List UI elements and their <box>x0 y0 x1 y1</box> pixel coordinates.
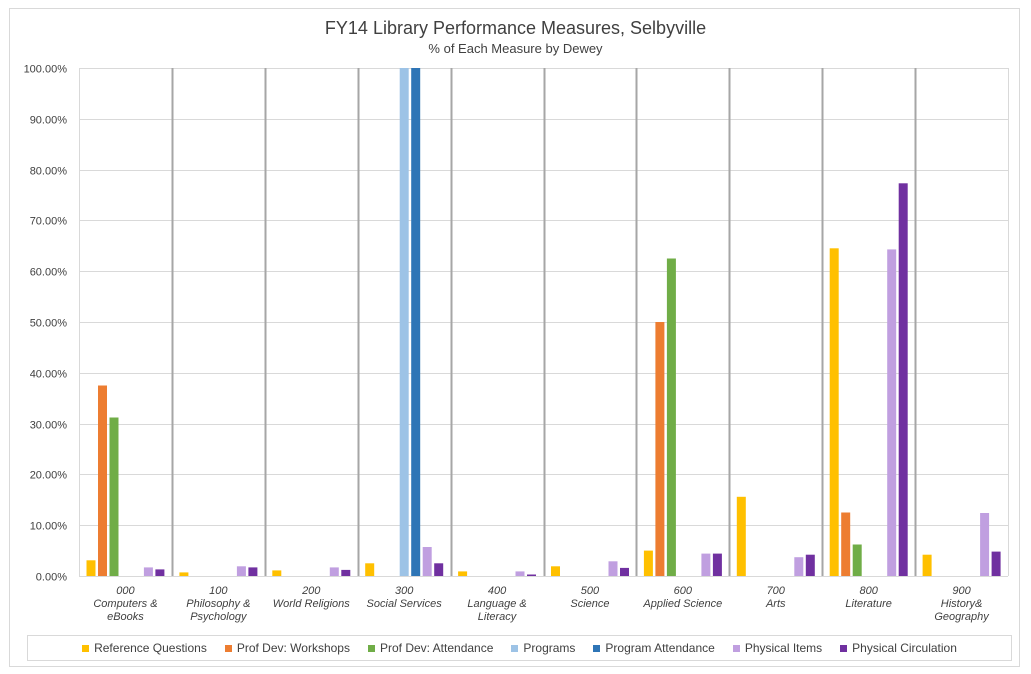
bar <box>991 551 1001 576</box>
legend: Reference Questions Prof Dev: Workshops Pr… <box>27 635 1012 661</box>
y-tick-label: 60.00% <box>30 267 68 279</box>
y-tick-label: 90.00% <box>30 115 68 127</box>
bar <box>887 249 897 576</box>
y-tick-label: 70.00% <box>30 216 68 228</box>
bar <box>143 567 153 576</box>
legend-item: Prof Dev: Workshops <box>224 641 350 655</box>
x-tick-label: Language & <box>467 598 526 610</box>
bar <box>551 566 560 576</box>
x-tick-label: Literacy <box>478 611 518 623</box>
bar <box>980 513 990 576</box>
bar <box>655 322 665 576</box>
bar <box>86 560 96 576</box>
x-tick-label: Arts <box>765 598 786 610</box>
legend-label: Prof Dev: Attendance <box>379 641 494 655</box>
x-tick-label: Computers & <box>93 598 157 610</box>
chart-title: FY14 Library Performance Measures, Selby… <box>324 18 707 38</box>
legend-label: Physical Circulation <box>852 641 957 655</box>
x-tick-label: 900 <box>952 585 971 597</box>
x-tick-label: Philosophy & <box>186 598 250 610</box>
bar <box>458 571 468 576</box>
bar <box>527 574 536 576</box>
bar <box>329 567 339 576</box>
y-tick-label: 20.00% <box>30 470 68 482</box>
legend-swatch <box>367 644 375 652</box>
bar <box>620 567 629 576</box>
bar <box>434 563 444 576</box>
legend-label: Reference Questions <box>94 641 207 655</box>
x-tick-label: Geography <box>934 611 990 623</box>
legend-label: Prof Dev: Workshops <box>236 641 350 655</box>
bar <box>712 553 722 576</box>
bar <box>399 68 409 576</box>
bar <box>608 561 618 576</box>
x-tick-label: 200 <box>301 585 321 597</box>
chart-frame <box>9 8 1020 667</box>
x-tick-label: 600 <box>674 585 693 597</box>
bar <box>643 550 653 576</box>
legend-item: Programs <box>511 641 575 655</box>
legend-label: Programs <box>523 641 576 655</box>
legend-swatch <box>224 644 232 652</box>
y-tick-label: 50.00% <box>30 318 68 330</box>
chart-subtitle: % of Each Measure by Dewey <box>428 41 603 56</box>
y-tick-label: 40.00% <box>30 369 68 381</box>
bar <box>248 567 258 576</box>
x-tick-label: 300 <box>395 585 414 597</box>
x-tick-label: 400 <box>488 585 507 597</box>
bar <box>701 553 711 576</box>
bar <box>179 572 189 576</box>
x-tick-label: eBooks <box>107 611 144 623</box>
x-tick-label: Psychology <box>190 611 248 623</box>
y-tick-label: 0.00% <box>36 572 67 584</box>
legend-item: Prof Dev: Attendance <box>367 641 494 655</box>
bar <box>829 248 839 577</box>
x-tick-label: 100 <box>209 585 228 597</box>
legend-swatch <box>82 644 90 652</box>
legend-item: Reference Questions <box>82 641 207 655</box>
x-tick-label: 500 <box>581 585 600 597</box>
legend-swatch <box>840 644 848 652</box>
y-tick-label: 10.00% <box>30 521 68 533</box>
bar <box>805 554 815 576</box>
y-tick-label: 100.00% <box>24 64 68 76</box>
x-tick-label: 700 <box>767 585 786 597</box>
legend-label: Physical Items <box>744 641 823 655</box>
y-tick-label: 80.00% <box>30 166 68 178</box>
x-tick-label: Literature <box>845 598 891 610</box>
y-tick-label: 30.00% <box>30 420 68 432</box>
x-tick-label: Social Services <box>367 598 443 610</box>
x-tick-label: Applied Science <box>642 598 722 610</box>
bar <box>852 544 862 576</box>
bar <box>736 496 746 576</box>
bar <box>365 563 375 576</box>
bar <box>794 557 804 576</box>
bar <box>515 571 525 576</box>
bar <box>422 547 432 576</box>
bar <box>109 417 119 576</box>
legend-item: Physical Circulation <box>840 641 957 655</box>
legend-swatch <box>593 644 601 652</box>
x-tick-label: History& <box>941 598 983 610</box>
bar <box>98 385 107 576</box>
bar <box>272 570 282 576</box>
x-tick-label: Science <box>570 598 609 610</box>
bar <box>236 566 246 576</box>
legend-item: Program Attendance <box>593 641 715 655</box>
x-tick-label: 000 <box>116 585 135 597</box>
legend-label: Program Attendance <box>605 641 715 655</box>
bar <box>155 569 165 576</box>
x-tick-label: World Religions <box>273 598 351 610</box>
bar <box>841 512 851 576</box>
bar <box>898 183 908 577</box>
bar <box>341 569 351 576</box>
bar <box>666 258 676 576</box>
x-tick-label: 800 <box>859 585 878 597</box>
bar <box>411 68 421 576</box>
legend-swatch <box>511 644 519 652</box>
legend-swatch <box>732 644 740 652</box>
legend-item: Physical Items <box>732 641 823 655</box>
bar <box>922 554 932 576</box>
